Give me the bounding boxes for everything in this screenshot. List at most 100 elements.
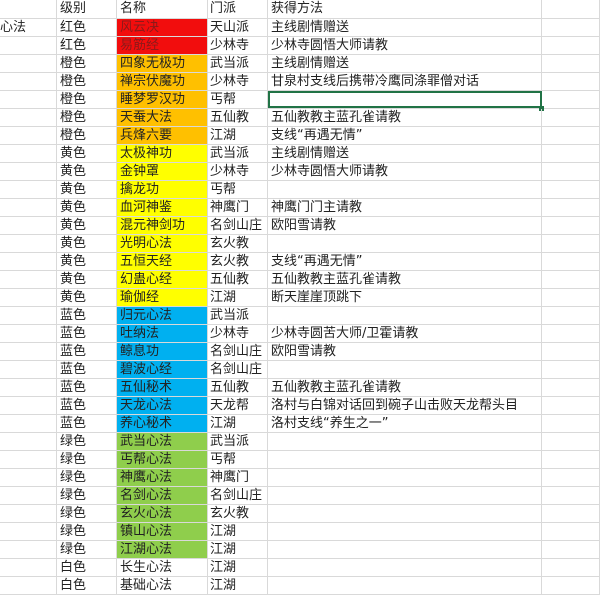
category-cell[interactable]	[0, 523, 57, 540]
sect-cell[interactable]: 少林寺	[208, 325, 268, 342]
grade-cell[interactable]: 黄色	[57, 217, 117, 234]
sect-cell[interactable]: 少林寺	[208, 163, 268, 180]
method-cell[interactable]	[268, 307, 542, 324]
name-cell[interactable]: 基础心法	[117, 577, 208, 594]
empty-cell[interactable]	[542, 145, 600, 162]
category-cell[interactable]	[0, 415, 57, 432]
category-cell[interactable]	[0, 487, 57, 504]
sect-cell[interactable]: 武当派	[208, 433, 268, 450]
grade-cell[interactable]: 黄色	[57, 271, 117, 288]
sect-cell[interactable]: 名剑山庄	[208, 343, 268, 360]
empty-cell[interactable]	[542, 433, 600, 450]
empty-cell[interactable]	[542, 307, 600, 324]
grade-cell[interactable]: 红色	[57, 37, 117, 54]
name-cell[interactable]: 天蚕大法	[117, 109, 208, 126]
category-cell[interactable]	[0, 271, 57, 288]
method-cell[interactable]	[268, 469, 542, 486]
header-cell-method[interactable]: 获得方法	[268, 0, 542, 18]
grade-cell[interactable]: 橙色	[57, 73, 117, 90]
grade-cell[interactable]: 绿色	[57, 469, 117, 486]
name-cell[interactable]: 江湖心法	[117, 541, 208, 558]
grade-cell[interactable]: 绿色	[57, 451, 117, 468]
name-cell[interactable]: 五仙秘术	[117, 379, 208, 396]
name-cell[interactable]: 易筋经	[117, 37, 208, 54]
sect-cell[interactable]: 少林寺	[208, 37, 268, 54]
sect-cell[interactable]: 丐帮	[208, 181, 268, 198]
name-cell[interactable]: 丐帮心法	[117, 451, 208, 468]
method-cell[interactable]: 五仙教教主蓝孔雀请教	[268, 379, 542, 396]
empty-cell[interactable]	[542, 523, 600, 540]
name-cell[interactable]: 归元心法	[117, 307, 208, 324]
method-cell[interactable]: 五仙教教主蓝孔雀请教	[268, 271, 542, 288]
header-cell-name[interactable]: 名称	[117, 0, 208, 18]
name-cell[interactable]: 风云决	[117, 19, 208, 36]
name-cell[interactable]: 武当心法	[117, 433, 208, 450]
sect-cell[interactable]: 五仙教	[208, 109, 268, 126]
method-cell[interactable]: 断天崖崖顶跳下	[268, 289, 542, 306]
sect-cell[interactable]: 丐帮	[208, 451, 268, 468]
name-cell[interactable]: 长生心法	[117, 559, 208, 576]
empty-cell[interactable]	[542, 37, 600, 54]
grade-cell[interactable]: 黄色	[57, 145, 117, 162]
name-cell[interactable]: 幻蛊心经	[117, 271, 208, 288]
category-cell[interactable]	[0, 109, 57, 126]
sect-cell[interactable]: 玄火教	[208, 253, 268, 270]
method-cell[interactable]: 欧阳雪请教	[268, 217, 542, 234]
sect-cell[interactable]: 玄火教	[208, 505, 268, 522]
grade-cell[interactable]: 蓝色	[57, 361, 117, 378]
name-cell[interactable]: 睡梦罗汉功	[117, 91, 208, 108]
category-cell[interactable]	[0, 379, 57, 396]
sect-cell[interactable]: 武当派	[208, 55, 268, 72]
sect-cell[interactable]: 江湖	[208, 559, 268, 576]
name-cell[interactable]: 养心秘术	[117, 415, 208, 432]
empty-cell[interactable]	[542, 469, 600, 486]
category-cell[interactable]	[0, 145, 57, 162]
empty-cell[interactable]	[542, 109, 600, 126]
header-cell-sect[interactable]: 门派	[208, 0, 268, 18]
method-cell[interactable]: 少林寺圆苦大师/卫霍请教	[268, 325, 542, 342]
grade-cell[interactable]: 橙色	[57, 55, 117, 72]
grade-cell[interactable]: 白色	[57, 559, 117, 576]
grade-cell[interactable]: 黄色	[57, 163, 117, 180]
name-cell[interactable]: 禅宗伏魔功	[117, 73, 208, 90]
name-cell[interactable]: 吐纳法	[117, 325, 208, 342]
category-cell[interactable]	[0, 307, 57, 324]
empty-cell[interactable]	[542, 397, 600, 414]
grade-cell[interactable]: 黄色	[57, 253, 117, 270]
sect-cell[interactable]: 名剑山庄	[208, 361, 268, 378]
sect-cell[interactable]: 少林寺	[208, 73, 268, 90]
sect-cell[interactable]: 名剑山庄	[208, 217, 268, 234]
selected-method-cell[interactable]	[268, 91, 544, 111]
empty-cell[interactable]	[542, 415, 600, 432]
category-cell[interactable]	[0, 163, 57, 180]
name-cell[interactable]: 名剑心法	[117, 487, 208, 504]
category-cell[interactable]	[0, 559, 57, 576]
grade-cell[interactable]: 红色	[57, 19, 117, 36]
sect-cell[interactable]: 天龙帮	[208, 397, 268, 414]
name-cell[interactable]: 瑜伽经	[117, 289, 208, 306]
sect-cell[interactable]: 神鹰门	[208, 469, 268, 486]
method-cell[interactable]	[268, 433, 542, 450]
grade-cell[interactable]: 橙色	[57, 109, 117, 126]
empty-cell[interactable]	[542, 163, 600, 180]
grade-cell[interactable]: 橙色	[57, 91, 117, 108]
empty-cell[interactable]	[542, 199, 600, 216]
sect-cell[interactable]: 江湖	[208, 289, 268, 306]
name-cell[interactable]: 金钟罩	[117, 163, 208, 180]
grade-cell[interactable]: 蓝色	[57, 415, 117, 432]
category-cell[interactable]	[0, 505, 57, 522]
empty-cell[interactable]	[542, 271, 600, 288]
grade-cell[interactable]: 黄色	[57, 235, 117, 252]
category-cell[interactable]	[0, 235, 57, 252]
category-cell[interactable]	[0, 451, 57, 468]
grade-cell[interactable]: 黄色	[57, 181, 117, 198]
empty-cell[interactable]	[542, 325, 600, 342]
sect-cell[interactable]: 江湖	[208, 127, 268, 144]
empty-cell[interactable]	[542, 577, 600, 594]
empty-cell[interactable]	[542, 181, 600, 198]
empty-cell[interactable]	[542, 19, 600, 36]
grade-cell[interactable]: 蓝色	[57, 307, 117, 324]
category-cell[interactable]	[0, 91, 57, 108]
method-cell[interactable]: 洛村与白锦对话回到碗子山击败天龙帮头目	[268, 397, 542, 414]
method-cell[interactable]	[268, 505, 542, 522]
